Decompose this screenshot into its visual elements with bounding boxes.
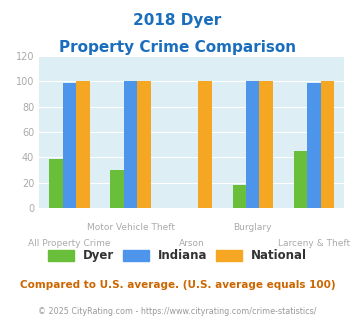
Bar — [294, 151, 307, 208]
Bar — [49, 159, 63, 208]
Bar — [198, 82, 212, 208]
Bar — [246, 82, 260, 208]
Bar — [307, 82, 321, 208]
Text: © 2025 CityRating.com - https://www.cityrating.com/crime-statistics/: © 2025 CityRating.com - https://www.city… — [38, 307, 317, 316]
Bar — [110, 170, 124, 208]
Text: All Property Crime: All Property Crime — [28, 239, 111, 248]
Bar — [321, 82, 334, 208]
Bar — [76, 82, 90, 208]
Legend: Dyer, Indiana, National: Dyer, Indiana, National — [43, 245, 312, 267]
Bar — [124, 82, 137, 208]
Bar — [137, 82, 151, 208]
Text: 2018 Dyer: 2018 Dyer — [133, 13, 222, 28]
Text: Compared to U.S. average. (U.S. average equals 100): Compared to U.S. average. (U.S. average … — [20, 280, 335, 290]
Text: Arson: Arson — [179, 239, 204, 248]
Text: Larceny & Theft: Larceny & Theft — [278, 239, 350, 248]
Bar — [260, 82, 273, 208]
Text: Property Crime Comparison: Property Crime Comparison — [59, 40, 296, 54]
Text: Motor Vehicle Theft: Motor Vehicle Theft — [87, 223, 175, 232]
Bar — [233, 185, 246, 208]
Bar — [63, 82, 76, 208]
Text: Burglary: Burglary — [234, 223, 272, 232]
